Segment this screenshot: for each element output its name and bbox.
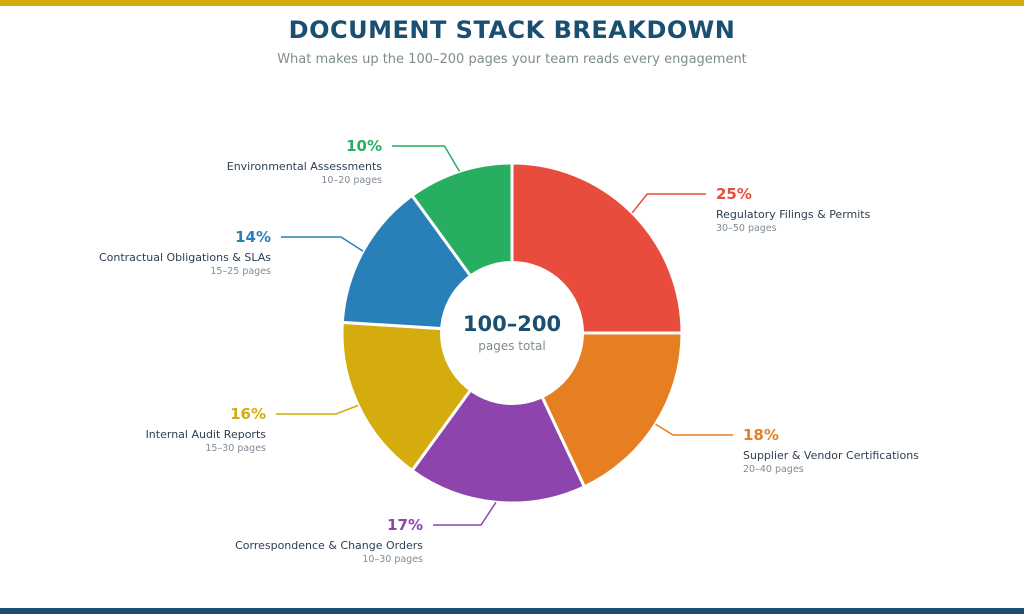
slice-label: Correspondence & Change Orders <box>235 539 423 552</box>
slice-label: Environmental Assessments <box>227 160 383 173</box>
slice-pages: 10–30 pages <box>362 554 423 565</box>
donut-slices <box>340 161 684 505</box>
slice-pages: 15–30 pages <box>205 443 266 454</box>
slice-label: Supplier & Vendor Certifications <box>743 449 919 462</box>
callout-line-1 <box>631 193 706 214</box>
slice-pages: 20–40 pages <box>743 464 804 475</box>
slice-label: Internal Audit Reports <box>146 428 267 441</box>
callout-line-6 <box>392 145 461 172</box>
callout-line-2 <box>655 423 733 436</box>
slice-percent: 17% <box>387 516 423 534</box>
donut-hole <box>440 261 584 405</box>
callout-line-4 <box>276 404 359 415</box>
slice-pages: 15–25 pages <box>210 266 271 277</box>
slice-3 <box>409 330 587 505</box>
callout-line-5 <box>281 236 364 252</box>
slice-label: Contractual Obligations & SLAs <box>99 251 271 264</box>
chart-title: DOCUMENT STACK BREAKDOWN <box>288 16 736 44</box>
callout-line-3 <box>433 501 497 526</box>
slice-percent: 18% <box>743 426 779 444</box>
slice-percent: 16% <box>230 405 266 423</box>
slice-pages: 10–20 pages <box>321 175 382 186</box>
top-accent-bar <box>0 0 1024 6</box>
slice-callouts: 25% Regulatory Filings & Permits 30–50 pag… <box>99 137 919 565</box>
center-label: pages total <box>478 339 545 353</box>
slice-percent: 10% <box>346 137 382 155</box>
slice-pages: 30–50 pages <box>716 223 777 234</box>
slice-label: Regulatory Filings & Permits <box>716 208 871 221</box>
center-value: 100–200 <box>463 312 561 336</box>
slice-percent: 14% <box>235 228 271 246</box>
chart-subtitle: What makes up the 100–200 pages your tea… <box>277 52 747 67</box>
bottom-accent-bar <box>0 608 1024 614</box>
slice-percent: 25% <box>716 185 752 203</box>
